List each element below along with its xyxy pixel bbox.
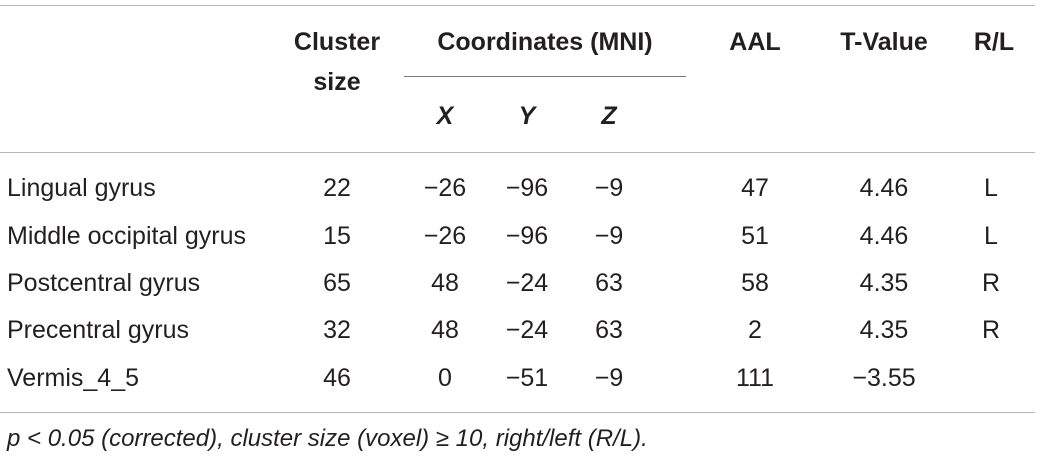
cell-cluster-size: 32 [323, 316, 351, 344]
cell-t-value: 4.46 [859, 222, 909, 250]
header-y: Y [518, 102, 536, 130]
cell-x: −26 [423, 222, 467, 250]
cell-y: −24 [505, 316, 549, 344]
coordinates-underline [404, 76, 686, 77]
table-bottom-rule [0, 412, 1035, 413]
table-footnote: p < 0.05 (corrected), cluster size (voxe… [7, 425, 648, 452]
cell-cluster-size: 22 [323, 174, 351, 202]
cell-rl: L [984, 222, 998, 250]
header-bottom-rule [0, 152, 1035, 153]
cell-aal: 47 [741, 174, 769, 202]
cell-rl: R [981, 269, 1001, 297]
cell-t-value: 4.46 [859, 174, 909, 202]
cell-t-value: 4.35 [859, 269, 909, 297]
cell-aal: 2 [748, 316, 762, 344]
header-cluster-size-line1: Cluster [293, 28, 381, 56]
cell-cluster-size: 65 [323, 269, 351, 297]
header-t-value: T-Value [840, 28, 928, 56]
cell-y: −96 [505, 174, 549, 202]
cell-cluster-size: 15 [323, 222, 351, 250]
header-cluster-size-line2: size [313, 68, 361, 96]
cell-z: −9 [594, 364, 624, 392]
cell-x: 48 [431, 269, 459, 297]
cell-y: −96 [505, 222, 549, 250]
cell-z: 63 [595, 316, 623, 344]
cell-x: −26 [423, 174, 467, 202]
top-rule [0, 5, 1035, 6]
cell-aal: 51 [741, 222, 769, 250]
cell-region: Lingual gyrus [7, 174, 156, 202]
cell-t-value: 4.35 [859, 316, 909, 344]
cell-rl: R [981, 316, 1001, 344]
header-rl: R/L [973, 28, 1015, 56]
cell-rl: L [984, 174, 998, 202]
cell-z: −9 [594, 174, 624, 202]
cell-x: 48 [431, 316, 459, 344]
header-coordinates: Coordinates (MNI) [437, 28, 653, 56]
cell-z: −9 [594, 222, 624, 250]
cell-region: Middle occipital gyrus [7, 222, 246, 250]
header-z: Z [601, 102, 617, 130]
cell-y: −51 [505, 364, 549, 392]
cell-aal: 111 [735, 364, 775, 392]
cell-y: −24 [505, 269, 549, 297]
header-aal: AAL [729, 28, 781, 56]
cell-region: Postcentral gyrus [7, 269, 201, 297]
cell-z: 63 [595, 269, 623, 297]
cell-region: Precentral gyrus [7, 316, 190, 344]
cell-region: Vermis_4_5 [7, 364, 140, 392]
cell-cluster-size: 46 [323, 364, 351, 392]
cell-aal: 58 [741, 269, 769, 297]
cell-t-value: −3.55 [852, 364, 916, 392]
header-x: X [436, 102, 454, 130]
cell-x: 0 [438, 364, 452, 392]
